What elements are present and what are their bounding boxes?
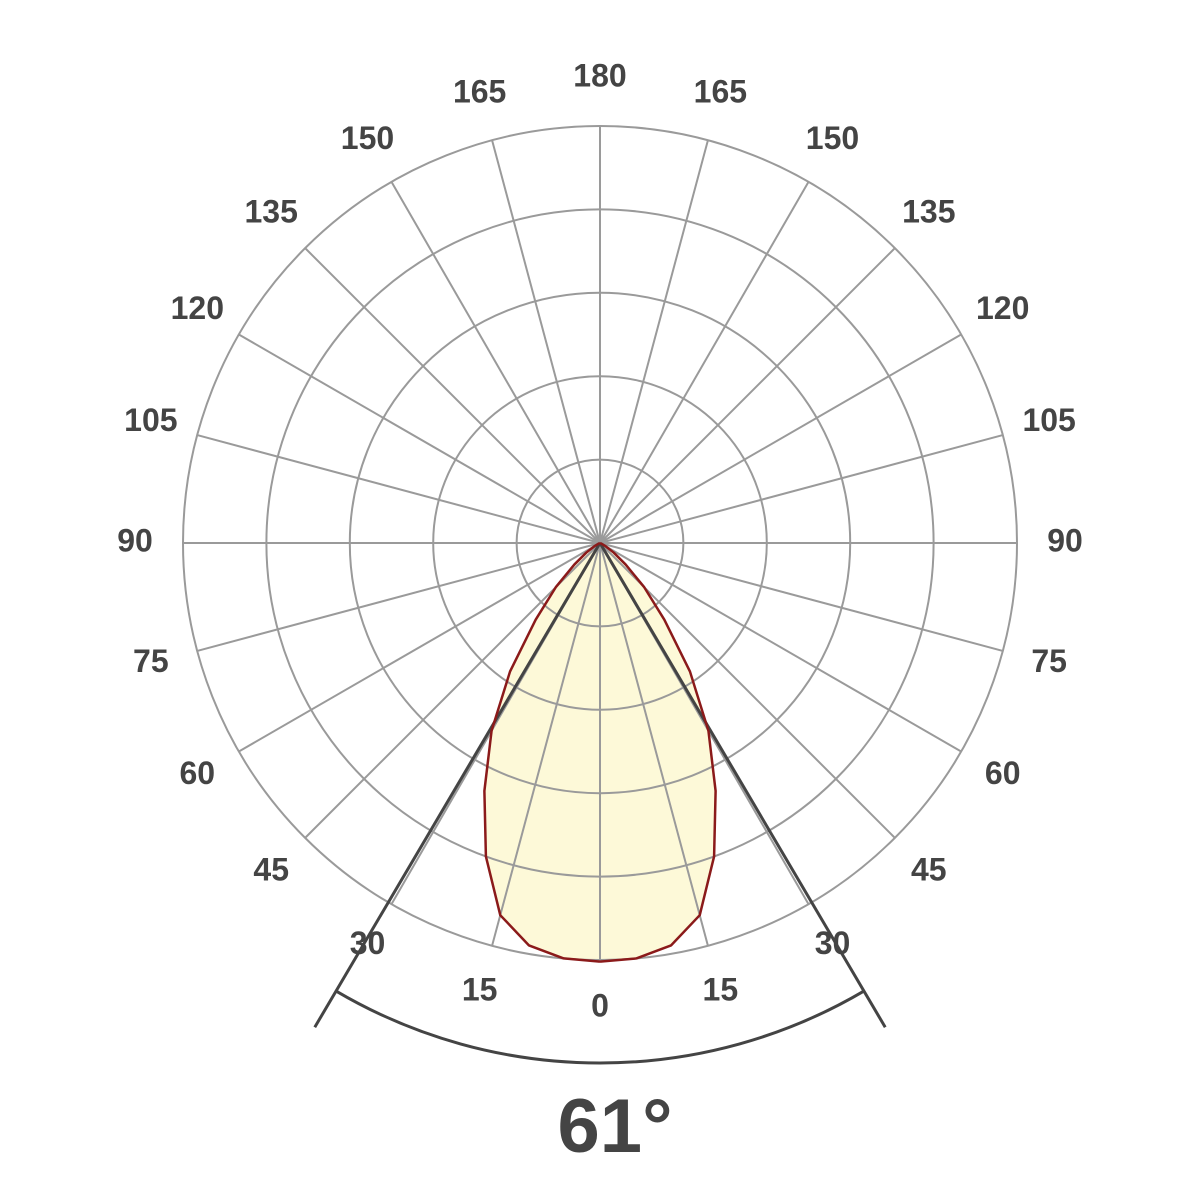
angle-tick-label: 135 bbox=[902, 194, 955, 230]
angle-tick-label: 45 bbox=[911, 851, 947, 887]
beam-arc bbox=[335, 989, 865, 1065]
angle-tick-label: 180 bbox=[573, 57, 626, 93]
beam-line bbox=[313, 542, 602, 1028]
angle-tick-label: 105 bbox=[124, 402, 177, 438]
angle-tick-label: 60 bbox=[180, 755, 216, 791]
beam-outline bbox=[599, 541, 717, 963]
angle-tick-label: 135 bbox=[245, 194, 298, 230]
grid-spoke bbox=[599, 542, 962, 753]
grid-spoke bbox=[238, 542, 601, 753]
angle-tick-label: 15 bbox=[703, 972, 739, 1008]
beam-line bbox=[598, 542, 887, 1028]
angle-tick-label: 75 bbox=[133, 643, 169, 679]
angle-tick-label: 90 bbox=[1047, 522, 1083, 558]
grid-spoke bbox=[599, 333, 962, 544]
grid-spoke bbox=[238, 333, 601, 544]
grid-spoke bbox=[196, 434, 601, 544]
grid-spoke bbox=[599, 247, 896, 544]
angle-tick-label: 120 bbox=[171, 290, 224, 326]
grid-spoke bbox=[304, 542, 601, 839]
angle-tick-label: 165 bbox=[694, 73, 747, 109]
grid-spoke bbox=[599, 542, 896, 839]
grid-spoke bbox=[599, 542, 709, 947]
angle-tick-label: 15 bbox=[462, 972, 498, 1008]
grid-spoke bbox=[599, 434, 1004, 544]
angle-tick-label: 60 bbox=[985, 755, 1021, 791]
grid-spoke bbox=[196, 542, 601, 652]
beam-angle-label: 61° bbox=[558, 1084, 673, 1169]
angle-tick-label: 150 bbox=[806, 120, 859, 156]
grid-spoke bbox=[390, 181, 601, 544]
angle-tick-label: 30 bbox=[815, 925, 851, 961]
angle-tick-label: 150 bbox=[341, 120, 394, 156]
angle-tick-label: 0 bbox=[591, 987, 609, 1023]
grid-spoke bbox=[491, 139, 601, 544]
grid-spoke bbox=[491, 542, 601, 947]
grid-spoke bbox=[599, 542, 1004, 652]
angle-tick-label: 90 bbox=[117, 522, 153, 558]
beam-outline bbox=[483, 541, 601, 963]
angle-tick-label: 105 bbox=[1022, 402, 1075, 438]
angle-tick-label: 165 bbox=[453, 73, 506, 109]
angle-tick-label: 45 bbox=[253, 851, 289, 887]
grid-spoke bbox=[599, 181, 810, 544]
angle-tick-label: 30 bbox=[350, 925, 386, 961]
grid-spoke bbox=[304, 247, 601, 544]
angle-tick-label: 75 bbox=[1031, 643, 1067, 679]
angle-tick-label: 120 bbox=[976, 290, 1029, 326]
grid-spoke bbox=[599, 139, 709, 544]
